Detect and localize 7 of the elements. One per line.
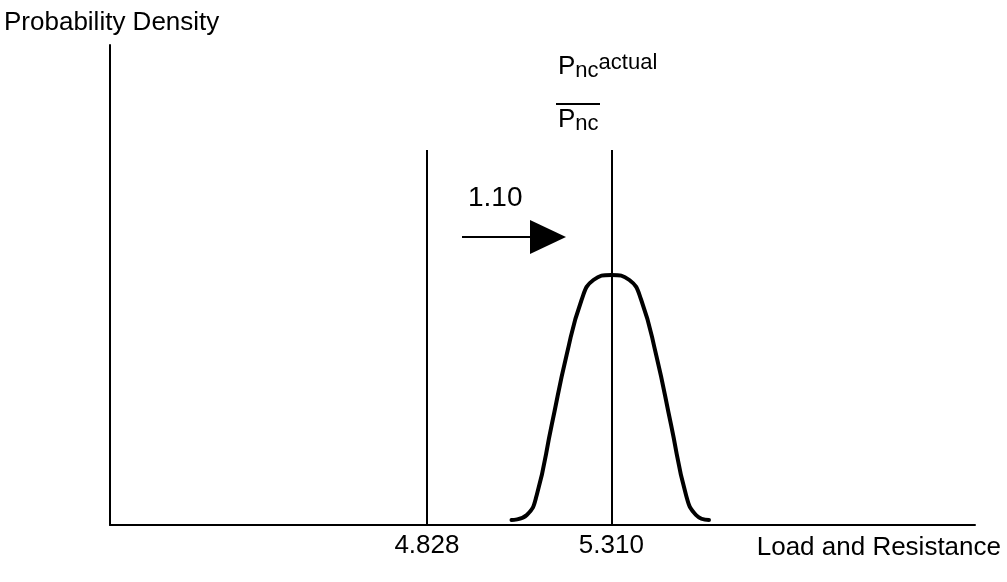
x-tick-label: 5.310	[578, 529, 644, 559]
x-axis-title: Load and Resistance	[756, 531, 1002, 561]
text: 1.10	[468, 180, 523, 212]
text: Pnc	[558, 103, 599, 135]
text: Pncactual	[558, 48, 658, 82]
text: Probability Density	[4, 6, 220, 36]
x-tick-label: 4.828	[394, 529, 460, 559]
